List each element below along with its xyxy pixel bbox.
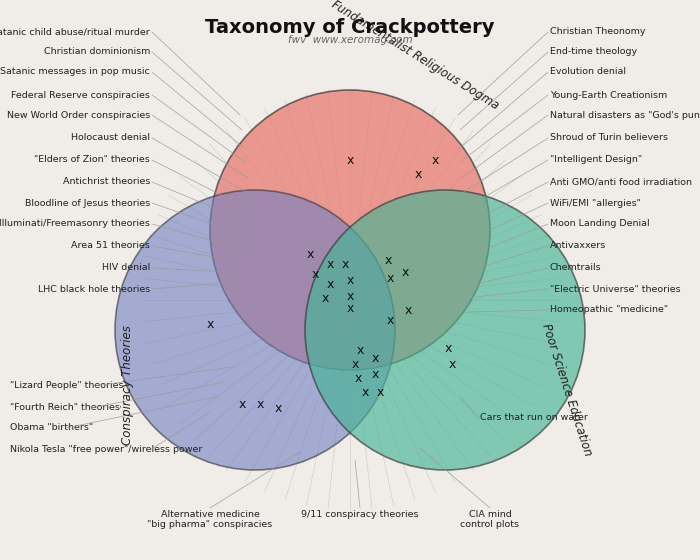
Text: Satanic child abuse/ritual murder: Satanic child abuse/ritual murder	[0, 27, 150, 36]
Text: Cars that run on water: Cars that run on water	[480, 413, 588, 422]
Text: Christian dominionism: Christian dominionism	[43, 48, 150, 57]
Text: "Lizard People" theories: "Lizard People" theories	[10, 381, 123, 390]
Text: x: x	[371, 368, 379, 381]
Text: x: x	[384, 254, 392, 267]
Text: x: x	[274, 402, 281, 414]
Text: x: x	[312, 268, 318, 282]
Text: Christian Theonomy: Christian Theonomy	[550, 27, 645, 36]
Text: Satanic messages in pop music: Satanic messages in pop music	[0, 68, 150, 77]
Text: WiFi/EMI "allergies": WiFi/EMI "allergies"	[550, 198, 641, 208]
Text: Nikola Tesla "free power"/wireless power: Nikola Tesla "free power"/wireless power	[10, 446, 202, 455]
Text: Shroud of Turin believers: Shroud of Turin believers	[550, 133, 668, 142]
Text: x: x	[377, 385, 384, 399]
Circle shape	[210, 90, 490, 370]
Text: x: x	[238, 399, 246, 412]
Text: x: x	[307, 249, 314, 262]
Text: x: x	[346, 273, 354, 287]
Text: Illuminati/Freemasonry theories: Illuminati/Freemasonry theories	[0, 220, 150, 228]
Text: x: x	[346, 153, 354, 166]
Text: Antichrist theories: Antichrist theories	[62, 178, 150, 186]
Text: x: x	[326, 259, 334, 272]
Text: Poor Science Education: Poor Science Education	[540, 322, 594, 458]
Text: x: x	[448, 358, 456, 371]
Text: x: x	[405, 304, 412, 316]
Text: Obama "birthers": Obama "birthers"	[10, 423, 93, 432]
Text: Natural disasters as "God's punishment": Natural disasters as "God's punishment"	[550, 110, 700, 119]
Text: Moon Landing Denial: Moon Landing Denial	[550, 220, 650, 228]
Text: x: x	[414, 169, 421, 181]
Text: "Electric Universe" theories: "Electric Universe" theories	[550, 284, 680, 293]
Text: Alternative medicine
"big pharma" conspiracies: Alternative medicine "big pharma" conspi…	[148, 510, 272, 529]
Text: CIA mind
control plots: CIA mind control plots	[461, 510, 519, 529]
Text: x: x	[354, 371, 362, 385]
Text: Young-Earth Creationism: Young-Earth Creationism	[550, 91, 667, 100]
Text: x: x	[256, 399, 264, 412]
Text: x: x	[321, 292, 329, 305]
Text: x: x	[346, 301, 354, 315]
Circle shape	[115, 190, 395, 470]
Text: Evolution denial: Evolution denial	[550, 68, 626, 77]
Text: "Intelligent Design": "Intelligent Design"	[550, 156, 642, 165]
Text: Conspiracy Theories: Conspiracy Theories	[120, 325, 134, 445]
Text: Chemtrails: Chemtrails	[550, 264, 601, 273]
Text: Anti GMO/anti food irradiation: Anti GMO/anti food irradiation	[550, 178, 692, 186]
Text: x: x	[342, 259, 349, 272]
Text: HIV denial: HIV denial	[102, 264, 150, 273]
Text: fwv  www.xeromag.com: fwv www.xeromag.com	[288, 35, 412, 45]
Text: "Fourth Reich" theories: "Fourth Reich" theories	[10, 404, 120, 413]
Text: Area 51 theories: Area 51 theories	[71, 241, 150, 250]
Text: End-time theology: End-time theology	[550, 48, 637, 57]
Text: Antivaxxers: Antivaxxers	[550, 241, 606, 250]
Circle shape	[305, 190, 585, 470]
Text: Fundamentalist Religious Dogma: Fundamentalist Religious Dogma	[329, 0, 501, 112]
Text: x: x	[356, 343, 364, 357]
Text: x: x	[346, 290, 354, 302]
Text: Taxonomy of Crackpottery: Taxonomy of Crackpottery	[205, 18, 495, 37]
Text: 9/11 conspiracy theories: 9/11 conspiracy theories	[301, 510, 419, 519]
Text: Bloodline of Jesus theories: Bloodline of Jesus theories	[25, 198, 150, 208]
Text: Homeopathic "medicine": Homeopathic "medicine"	[550, 306, 668, 315]
Text: Holocaust denial: Holocaust denial	[71, 133, 150, 142]
Text: x: x	[386, 314, 393, 326]
Text: x: x	[386, 272, 393, 284]
Text: x: x	[444, 342, 452, 354]
Text: LHC black hole theories: LHC black hole theories	[38, 284, 150, 293]
Text: "Elders of Zion" theories: "Elders of Zion" theories	[34, 156, 150, 165]
Text: x: x	[206, 319, 214, 332]
Text: x: x	[431, 153, 439, 166]
Text: x: x	[401, 267, 409, 279]
Text: x: x	[371, 352, 379, 365]
Text: x: x	[351, 358, 358, 371]
Text: x: x	[361, 386, 369, 399]
Text: Federal Reserve conspiracies: Federal Reserve conspiracies	[11, 91, 150, 100]
Text: x: x	[326, 278, 334, 292]
Text: New World Order conspiracies: New World Order conspiracies	[7, 110, 150, 119]
